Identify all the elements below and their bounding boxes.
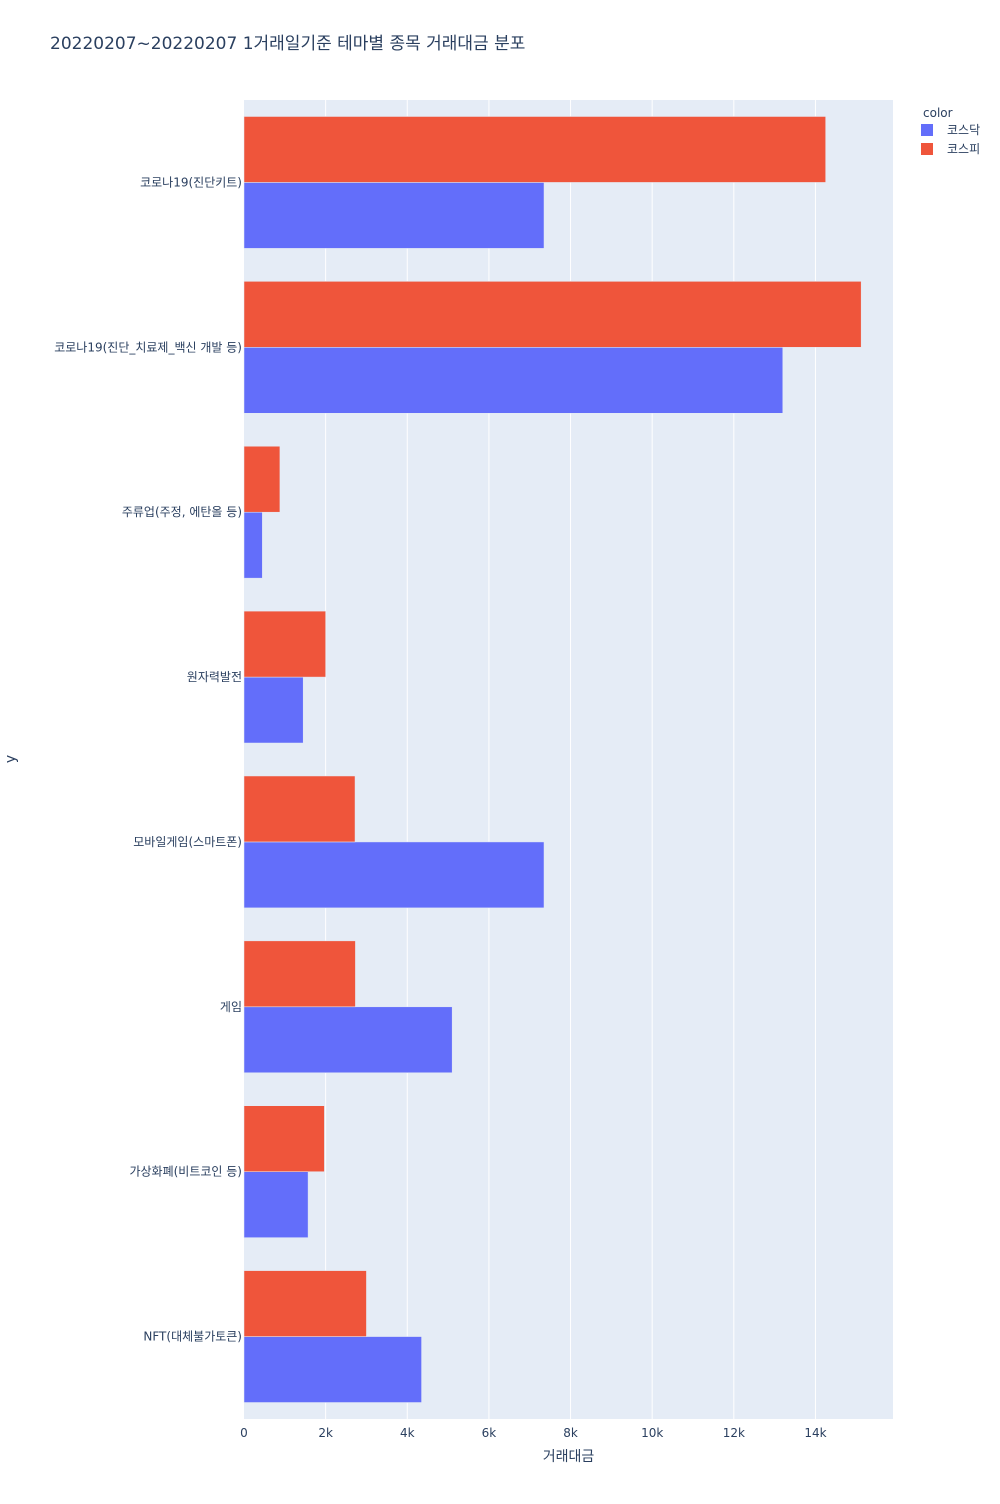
x-tick-label: 4k: [400, 1426, 415, 1440]
y-axis-title: y: [3, 755, 19, 763]
y-tick-label: 원자력발전: [187, 670, 242, 684]
x-tick-label: 2k: [318, 1426, 333, 1440]
bar-kospi: [243, 445, 281, 513]
bar-kosdaq: [243, 1336, 422, 1403]
bar-kosdaq: [243, 182, 545, 249]
legend-label: 코스피: [947, 142, 980, 156]
x-axis-title: 거래대금: [543, 1449, 595, 1465]
y-tick-label: 코로나19(진단키트): [140, 175, 242, 189]
bar-kosdaq: [243, 511, 263, 579]
bar-kosdaq: [243, 347, 784, 414]
x-tick-label: 10k: [641, 1426, 663, 1440]
bar-kosdaq: [243, 1171, 309, 1238]
bar-kospi: [243, 775, 356, 843]
bar-kospi: [243, 940, 356, 1008]
bar-kosdaq: [243, 841, 545, 909]
bar-kospi: [243, 610, 326, 678]
x-tick-label: 0: [240, 1426, 248, 1440]
y-tick-label: 주류업(주정, 에탄올 등): [122, 505, 242, 519]
legend-swatch: [921, 124, 933, 136]
bars: [243, 116, 862, 1403]
bar-kosdaq: [243, 676, 304, 744]
y-tick-label: 코로나19(진단_치료제_백신 개발 등): [54, 340, 242, 354]
y-tick-label: 게임: [220, 1000, 242, 1014]
legend-label: 코스닥: [947, 123, 980, 137]
y-axis-ticks: 코로나19(진단키트) 코로나19(진단_치료제_백신 개발 등) 주류업(주정, …: [54, 175, 242, 1343]
legend-title: color: [923, 106, 953, 120]
x-tick-label: 12k: [723, 1426, 745, 1440]
legend-swatch: [921, 143, 933, 155]
bar-kospi: [243, 281, 862, 348]
y-tick-label: 가상화폐(비트코인 등): [129, 1165, 242, 1179]
y-tick-label: NFT(대체불가토큰): [143, 1330, 242, 1344]
y-tick-label: 모바일게임(스마트폰): [133, 835, 242, 849]
x-tick-label: 6k: [482, 1426, 497, 1440]
x-axis-ticks: 0 2k 4k 6k 8k 10k 12k 14k: [240, 1426, 826, 1440]
bar-kosdaq: [243, 1006, 453, 1074]
chart-title: 20220207~20220207 1거래일기준 테마별 종목 거래대금 분포: [50, 34, 525, 54]
x-tick-label: 14k: [804, 1426, 826, 1440]
x-tick-label: 8k: [563, 1426, 578, 1440]
bar-kospi: [243, 1270, 367, 1337]
bar-kospi: [243, 1105, 325, 1172]
bar-kospi: [243, 116, 826, 183]
